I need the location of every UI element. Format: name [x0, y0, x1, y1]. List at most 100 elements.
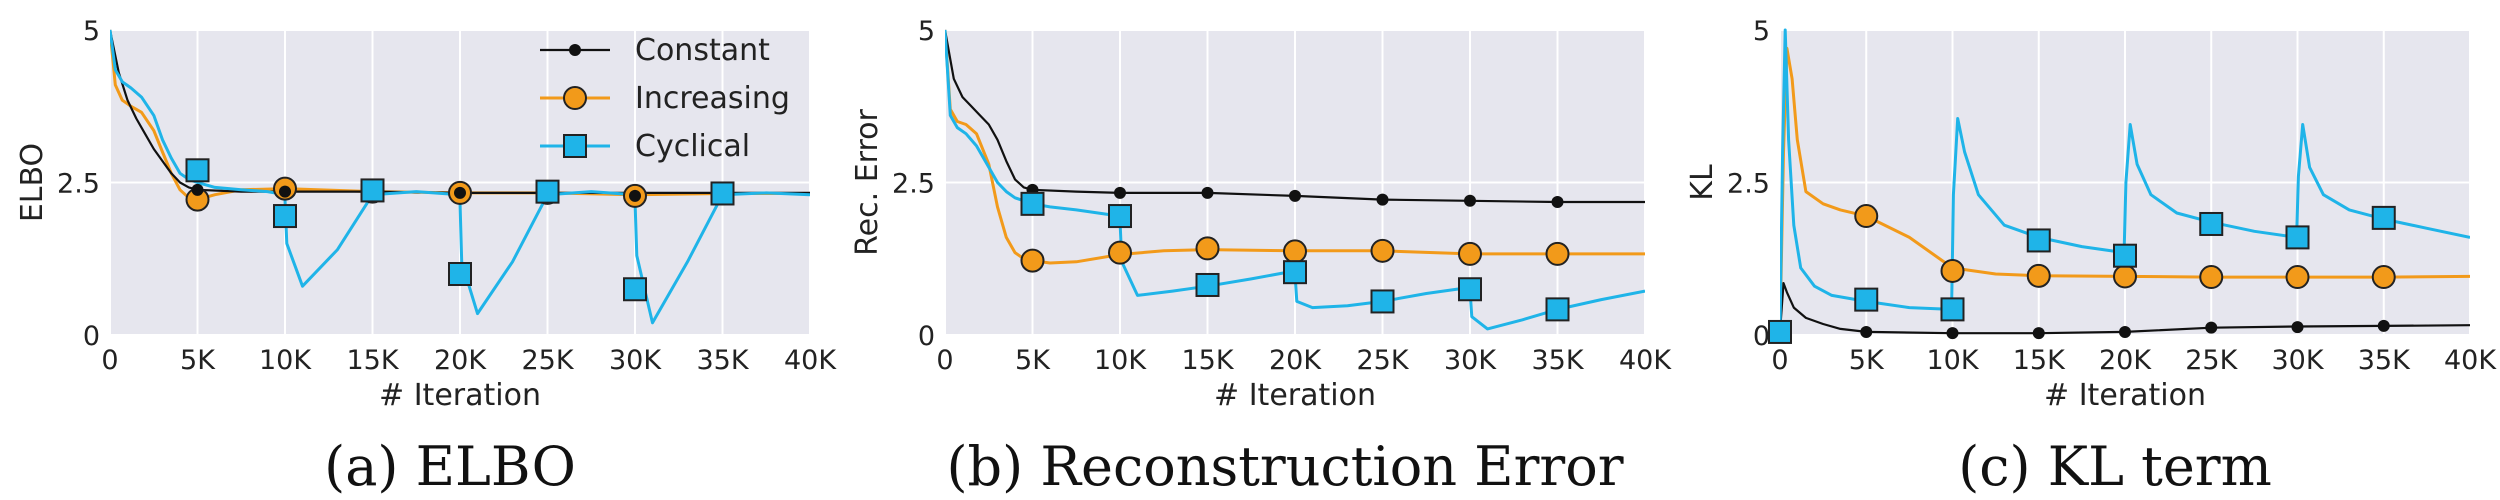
x-tick-label: 40K [2444, 345, 2497, 376]
marker-increasing [2371, 265, 2396, 290]
x-tick-label: 40K [784, 345, 837, 376]
marker-cyclical [273, 204, 297, 229]
marker-constant [191, 183, 204, 196]
x-tick-label: 25K [521, 345, 574, 376]
marker-constant [1860, 325, 1873, 338]
marker-constant [279, 185, 291, 198]
marker-cyclical [623, 277, 647, 302]
y-tick-label: 5 [1753, 16, 1770, 47]
marker-cyclical [2285, 225, 2310, 250]
marker-cyclical [710, 181, 735, 206]
y-tick-label: 0 [918, 321, 935, 352]
marker-increasing [1545, 241, 1570, 266]
marker-cyclical [1283, 260, 1307, 285]
x-tick-label: 5K [1849, 345, 1885, 376]
marker-cyclical [1370, 289, 1395, 314]
marker-cyclical [448, 262, 472, 286]
marker-increasing [1020, 248, 1045, 273]
x-tick-label: 35K [696, 345, 749, 376]
x-tick-label: 20K [434, 345, 487, 376]
marker-cyclical [1020, 191, 1045, 216]
x-tick-label: 0 [936, 345, 953, 376]
y-axis-label: KL [1685, 164, 1720, 201]
x-tick-label: 0 [101, 345, 118, 376]
y-tick-label: 2.5 [57, 169, 100, 200]
x-tick-label: 30K [2271, 345, 2324, 376]
x-tick-label: 5K [180, 345, 216, 376]
marker-cyclical [2371, 205, 2396, 230]
marker-increasing [1108, 240, 1132, 265]
marker-constant [2205, 321, 2218, 334]
marker-increasing [2026, 263, 2051, 288]
marker-increasing [2199, 265, 2224, 290]
marker-constant [1946, 327, 1959, 340]
x-tick-label: 20K [2099, 345, 2152, 376]
x-tick-label: 40K [1619, 345, 1672, 376]
legend-marker-cyclical [563, 134, 587, 158]
marker-cyclical [1768, 319, 1792, 344]
marker-cyclical [1854, 287, 1879, 312]
marker-constant [1114, 186, 1126, 199]
marker-cyclical [535, 179, 560, 204]
marker-constant [2119, 325, 2131, 338]
chart-panel-1: 0 5K 10K 15K 20K 25K 30K 35K 40K 0 2.5 5 # Iteration… [15, 16, 837, 498]
marker-constant [2032, 327, 2045, 340]
y-tick-label: 2.5 [1727, 169, 1770, 200]
marker-constant [2377, 319, 2390, 332]
marker-constant [1289, 189, 1301, 202]
series-line-cyclical [1780, 28, 2470, 332]
marker-cyclical [2113, 243, 2137, 268]
marker-constant [1464, 194, 1476, 207]
marker-increasing [1370, 238, 1395, 263]
legend-label-constant: Constant [635, 33, 770, 68]
y-axis-label: ELBO [15, 143, 50, 222]
chart-caption: (c) KL term [1958, 435, 2272, 498]
x-axis-label: # Iteration [2044, 378, 2206, 413]
x-tick-label: 30K [1444, 345, 1497, 376]
series-line-cyclical [945, 29, 1645, 331]
legend-label-increasing: Increasing [635, 81, 790, 116]
marker-cyclical [185, 158, 210, 183]
marker-cyclical [1940, 297, 1965, 322]
chart-caption: (a) ELBO [324, 435, 576, 498]
x-tick-label: 25K [1356, 345, 1409, 376]
marker-constant [629, 189, 641, 202]
marker-cyclical [1545, 297, 1570, 322]
x-tick-label: 35K [1531, 345, 1584, 376]
y-tick-label: 0 [1753, 321, 1770, 352]
marker-increasing [1283, 239, 1307, 264]
x-tick-label: 15K [1181, 345, 1234, 376]
series-line-increasing [1780, 46, 2470, 332]
marker-constant [1551, 196, 1564, 209]
x-tick-label: 25K [2185, 345, 2238, 376]
x-tick-label: 15K [346, 345, 399, 376]
marker-constant [1376, 193, 1389, 206]
chart-caption: (b) Reconstruction Error [946, 435, 1623, 498]
marker-cyclical [360, 178, 385, 203]
x-tick-label: 10K [1094, 345, 1147, 376]
y-tick-label: 5 [918, 16, 935, 47]
marker-increasing [1458, 241, 1482, 266]
marker-constant [2291, 321, 2304, 334]
marker-increasing [1940, 258, 1965, 283]
marker-cyclical [2199, 211, 2224, 236]
marker-increasing [2285, 265, 2310, 290]
x-tick-label: 20K [1269, 345, 1322, 376]
legend-label-cyclical: Cyclical [635, 129, 750, 164]
y-tick-label: 2.5 [892, 169, 935, 200]
x-tick-label: 35K [2358, 345, 2411, 376]
legend-marker-increasing [563, 86, 587, 110]
y-tick-label: 0 [83, 321, 100, 352]
x-tick-label: 0 [1771, 345, 1788, 376]
x-tick-label: 5K [1015, 345, 1051, 376]
marker-increasing [1854, 204, 1879, 229]
marker-cyclical [1195, 272, 1220, 297]
y-tick-label: 5 [83, 16, 100, 47]
x-tick-label: 10K [1926, 345, 1979, 376]
y-axis-label: Rec. Error [850, 109, 885, 256]
marker-constant [454, 186, 466, 199]
marker-cyclical [2026, 228, 2051, 253]
chart-panel-2: 0 5K 10K 15K 20K 25K 30K 35K 40K 0 2.5 5 # Iteration… [850, 16, 1672, 498]
x-tick-label: 30K [609, 345, 662, 376]
